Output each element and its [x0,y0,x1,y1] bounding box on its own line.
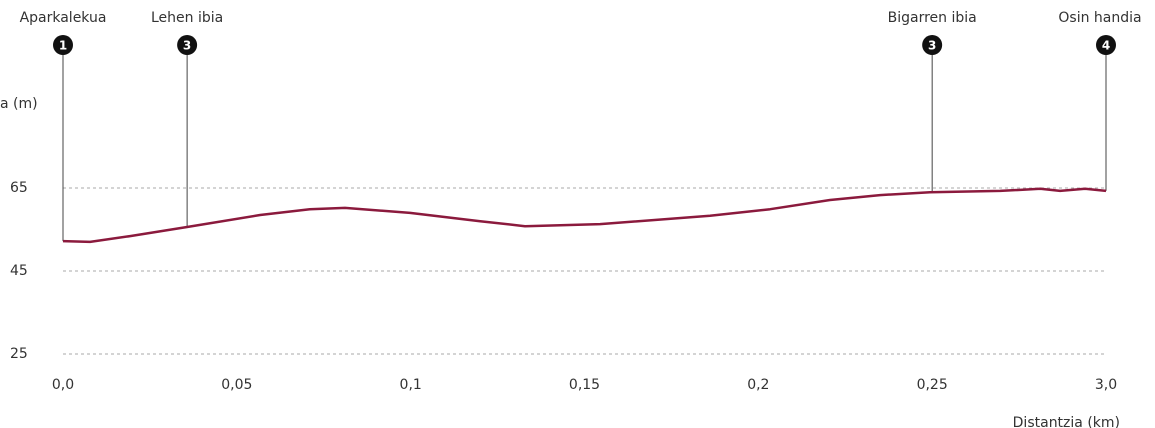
waypoint-number: 1 [59,39,67,53]
waypoint-name: Lehen ibia [151,10,223,26]
waypoint-marker [53,35,73,55]
y-tick-label: 65 [10,180,28,196]
waypoint-marker [177,35,198,55]
waypoint-number: 3 [928,39,936,53]
x-tick-label: 0,0 [52,377,74,393]
x-tick-label: 0,2 [747,377,769,393]
x-tick-label: 0,05 [221,377,252,393]
waypoint-marker [1096,35,1116,55]
y-tick-label: 25 [10,346,28,362]
waypoint-name: Aparkalekua [20,10,107,26]
y-axis-label: a (m) [0,96,38,112]
x-axis-label: Distantzia (km) [1013,415,1120,428]
waypoint-name: Bigarren ibia [888,10,977,26]
waypoint-number: 3 [183,39,191,53]
x-tick-label: 0,1 [400,377,422,393]
elevation-line [62,187,1107,244]
waypoint-name: Osin handia [1058,10,1141,26]
x-tick-label: 0,15 [569,377,600,393]
x-tick-label: 0,25 [917,377,948,393]
x-tick-label: 3,0 [1095,377,1117,393]
waypoint-number: 4 [1102,39,1110,53]
y-tick-label: 45 [10,263,28,279]
waypoint-marker [922,35,943,55]
